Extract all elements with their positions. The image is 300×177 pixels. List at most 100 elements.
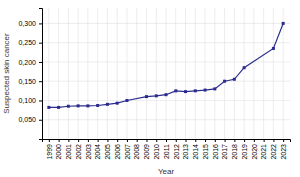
x-tick-mark [264,139,265,142]
x-tick-label: 2021 [260,144,267,160]
y-tick-mark [39,23,42,24]
marker [282,22,285,25]
x-tick: 2001 [65,139,72,160]
plot: 1999200020012002200320042005200620072008… [18,8,290,160]
grid-line-x [185,8,186,139]
x-axis-line [43,140,291,143]
x-tick: 2000 [55,139,62,160]
x-tick: 1999 [46,139,53,160]
x-tick-mark [215,139,216,142]
marker [86,104,89,107]
grid-line-x [195,8,196,139]
y-axis: 0,0500,1000,1500,2000,2500,300 [18,9,42,140]
grid-line-x [126,8,127,139]
x-tick-mark [186,139,187,142]
marker [145,95,148,98]
marker [213,87,216,90]
marker [106,103,109,106]
x-tick: 2004 [94,139,101,160]
grid-line-y [42,119,290,120]
line [49,23,283,107]
x-tick: 2005 [104,139,111,160]
y-tick: 0,150 [18,78,42,85]
marker [223,80,226,83]
x-tick: 2015 [202,139,209,160]
grid-line-y [42,42,290,43]
marker [204,89,207,92]
series [47,22,284,109]
x-tick-mark [244,139,245,142]
x-axis-title: Year [158,167,175,176]
x-tick: 2008 [133,139,140,160]
x-tick: 2016 [212,139,219,160]
x-tick: 2010 [153,139,160,160]
x-tick-label: 2015 [202,144,209,160]
x-tick: 2020 [251,139,258,160]
grid-line-x [224,8,225,139]
grid-line-x [244,8,245,139]
x-tick-mark [156,139,157,142]
y-tick: 0,100 [18,97,42,104]
x-tick-label: 2022 [270,144,277,160]
x-tick: 2006 [114,139,121,160]
y-tick: 0,300 [18,20,42,27]
x-tick: 2022 [270,139,277,160]
y-tick-label: 0,150 [18,78,36,85]
grid-line-x [78,8,79,139]
marker [67,105,70,108]
x-tick-mark [205,139,206,142]
x-tick-mark [59,139,60,142]
grid-line-x [107,8,108,139]
x-tick-label: 2003 [85,144,92,160]
x-tick-label: 2017 [221,144,228,160]
y-axis-title: Suspected skin cancer [2,33,11,114]
y-tick-mark [39,62,42,63]
x-tick-mark [273,139,274,142]
x-tick-mark [254,139,255,142]
y-tick-label: 0,200 [18,59,36,66]
x-tick: 2014 [192,139,199,160]
grid-line-y [42,100,290,101]
x-tick-mark [166,139,167,142]
grid-line-x [166,8,167,139]
x-tick: 2012 [173,139,180,160]
x-tick: 2002 [75,139,82,160]
grid-line-x [156,8,157,139]
x-axis: 1999200020012002200320042005200620072008… [43,139,291,160]
grid-line-x [87,8,88,139]
x-tick: 2009 [143,139,150,160]
x-tick-mark [117,139,118,142]
x-tick-label: 2009 [143,144,150,160]
x-tick-label: 2005 [104,144,111,160]
y-tick-label: 0,100 [18,97,36,104]
marker [77,104,80,107]
x-tick-label: 2012 [173,144,180,160]
x-tick-mark [68,139,69,142]
x-tick: 2013 [182,139,189,160]
x-tick-label: 2008 [133,144,140,160]
x-tick-label: 2010 [153,144,160,160]
marker [184,90,187,93]
y-tick: 0,200 [18,59,42,66]
y-tick-mark [39,81,42,82]
y-axis-line [39,9,43,140]
grid-line-x [48,8,49,139]
x-tick-mark [137,139,138,142]
x-tick-mark [49,139,50,142]
x-tick-label: 2023 [280,144,287,160]
x-tick-mark [78,139,79,142]
grid-line-x [136,8,137,139]
marker [233,78,236,81]
x-tick-label: 2004 [94,144,101,160]
marker [96,104,99,107]
grid-line-x [283,8,284,139]
grid [42,8,290,139]
x-tick-label: 2016 [212,144,219,160]
grid-line-x [97,8,98,139]
y-tick-label: 0,250 [18,39,36,46]
x-tick-label: 2014 [192,144,199,160]
x-tick-label: 2011 [163,144,170,159]
x-tick: 2011 [163,139,170,159]
x-tick: 2018 [231,139,238,160]
grid-line-x [58,8,59,139]
